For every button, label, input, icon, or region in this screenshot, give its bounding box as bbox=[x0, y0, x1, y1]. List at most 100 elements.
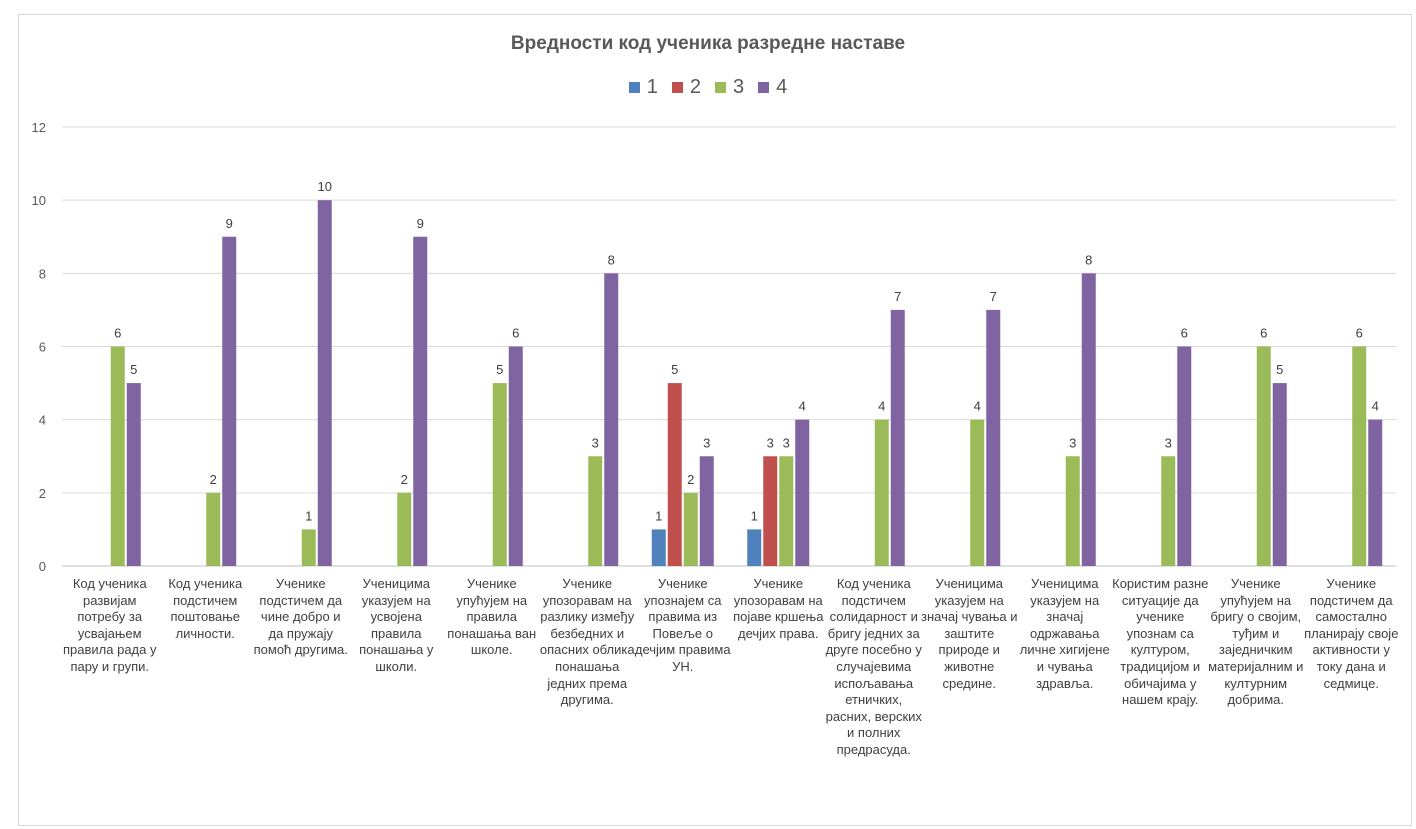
bar-series-4 bbox=[699, 456, 714, 566]
bar-series-1 bbox=[651, 529, 666, 566]
legend-item-1: 1 bbox=[628, 76, 658, 99]
bar-series-3 bbox=[492, 383, 507, 566]
bar-series-4 bbox=[222, 236, 237, 566]
data-label: 3 bbox=[1165, 435, 1172, 450]
data-label: 3 bbox=[767, 435, 774, 450]
bar-series-3 bbox=[206, 492, 221, 566]
bar-series-4 bbox=[317, 200, 332, 566]
data-label: 2 bbox=[687, 472, 694, 487]
data-label: 6 bbox=[512, 326, 519, 341]
legend-item-2: 2 bbox=[671, 76, 701, 99]
bar-series-4 bbox=[795, 419, 810, 566]
data-label: 6 bbox=[1260, 326, 1267, 341]
data-label: 10 bbox=[318, 179, 332, 194]
bar-series-3 bbox=[588, 456, 603, 566]
bar-series-3 bbox=[1256, 346, 1271, 566]
bar-series-3 bbox=[970, 419, 985, 566]
data-label: 9 bbox=[226, 216, 233, 231]
legend-label: 4 bbox=[776, 76, 788, 98]
data-label: 1 bbox=[305, 508, 312, 523]
bar-series-2 bbox=[763, 456, 778, 566]
x-tick-label: Ученицима указујем на значај одржавања л… bbox=[1019, 576, 1110, 691]
bar-series-3 bbox=[110, 346, 125, 566]
bar-series-3 bbox=[779, 456, 794, 566]
x-tick-label: Ученике упознајем са правима из Повеље о… bbox=[634, 576, 731, 674]
data-label: 5 bbox=[130, 362, 137, 377]
x-tick-label: Код ученика развијам потребу за усвајање… bbox=[63, 576, 157, 674]
legend-swatch bbox=[671, 82, 683, 93]
data-label: 7 bbox=[990, 289, 997, 304]
bar-series-3 bbox=[301, 529, 316, 566]
bar-series-3 bbox=[1065, 456, 1080, 566]
data-label: 5 bbox=[1276, 362, 1283, 377]
data-label: 9 bbox=[417, 216, 424, 231]
legend-swatch bbox=[715, 82, 726, 93]
legend-label: 3 bbox=[733, 76, 745, 98]
x-tick-label: Ученицима указујем на значај чувања и за… bbox=[920, 576, 1018, 691]
x-tick-label: Ученике подстичем да самостално планирај… bbox=[1304, 576, 1399, 691]
bar-series-2 bbox=[667, 383, 682, 566]
legend-item-4: 4 bbox=[758, 76, 787, 99]
bar-series-4 bbox=[604, 273, 619, 566]
data-label: 8 bbox=[608, 252, 615, 267]
data-label: 1 bbox=[751, 508, 758, 523]
data-label: 4 bbox=[799, 399, 806, 414]
data-label: 3 bbox=[592, 435, 599, 450]
x-tick-label: Ученике упозоравам на разлику између без… bbox=[539, 576, 635, 708]
y-tick-label: 8 bbox=[39, 266, 46, 281]
data-label: 2 bbox=[401, 472, 408, 487]
bar-series-3 bbox=[397, 492, 412, 566]
bar-series-4 bbox=[1368, 419, 1383, 566]
x-tick-label: Ученике упућујем на бригу о својим, туђи… bbox=[1208, 576, 1304, 708]
data-label: 3 bbox=[783, 435, 790, 450]
legend-swatch bbox=[758, 82, 770, 93]
bar-series-4 bbox=[413, 236, 428, 566]
bar-series-3 bbox=[1161, 456, 1176, 566]
bar-series-4 bbox=[1081, 273, 1096, 566]
x-tick-label: Ученике упозоравам на појаве кршења дечј… bbox=[733, 576, 824, 641]
data-label: 6 bbox=[114, 326, 121, 341]
y-tick-label: 0 bbox=[39, 559, 46, 574]
chart-title: Вредности код ученика разредне наставе bbox=[510, 33, 906, 54]
x-tick-label: Ученике упућујем на правила понашања ван… bbox=[447, 576, 537, 658]
legend-label: 2 bbox=[689, 76, 701, 98]
y-tick-label: 2 bbox=[39, 486, 46, 501]
y-tick-label: 12 bbox=[32, 120, 46, 135]
legend-item-3: 3 bbox=[715, 76, 744, 99]
data-label: 2 bbox=[210, 472, 217, 487]
bar-series-3 bbox=[1352, 346, 1367, 566]
x-tick-label: Ученике подстичем да чине добро и да пру… bbox=[253, 576, 348, 658]
bar-series-4 bbox=[986, 309, 1001, 566]
data-label: 4 bbox=[878, 399, 885, 414]
x-tick-label: Код ученика подстичем солидарност и бриг… bbox=[825, 576, 922, 757]
bar-series-4 bbox=[1272, 383, 1287, 566]
x-tick-label: Код ученика подстичем поштовање личности… bbox=[168, 576, 243, 641]
bar-series-3 bbox=[683, 492, 698, 566]
data-label: 1 bbox=[655, 508, 662, 523]
bar-series-4 bbox=[508, 346, 523, 566]
bar-series-4 bbox=[126, 383, 141, 566]
data-label: 5 bbox=[671, 362, 678, 377]
y-tick-label: 10 bbox=[32, 193, 46, 208]
bar-series-4 bbox=[890, 309, 905, 566]
bar-series-4 bbox=[1177, 346, 1192, 566]
data-label: 4 bbox=[974, 399, 981, 414]
legend: 1 2 3 4 bbox=[0, 76, 1416, 99]
data-label: 7 bbox=[894, 289, 901, 304]
bar-series-3 bbox=[874, 419, 889, 566]
data-label: 8 bbox=[1085, 252, 1092, 267]
data-label: 3 bbox=[703, 435, 710, 450]
y-tick-label: 6 bbox=[39, 340, 46, 355]
bar-series-1 bbox=[747, 529, 762, 566]
legend-swatch bbox=[628, 82, 640, 93]
y-tick-label: 4 bbox=[39, 413, 46, 428]
x-tick-label: Користим разне ситуације да ученике упоз… bbox=[1112, 576, 1209, 708]
data-label: 4 bbox=[1372, 399, 1379, 414]
data-label: 6 bbox=[1181, 326, 1188, 341]
x-tick-label: Ученицима указујем на усвојена правила п… bbox=[359, 576, 434, 674]
data-label: 3 bbox=[1069, 435, 1076, 450]
data-label: 5 bbox=[496, 362, 503, 377]
legend-label: 1 bbox=[646, 76, 658, 98]
data-label: 6 bbox=[1356, 326, 1363, 341]
